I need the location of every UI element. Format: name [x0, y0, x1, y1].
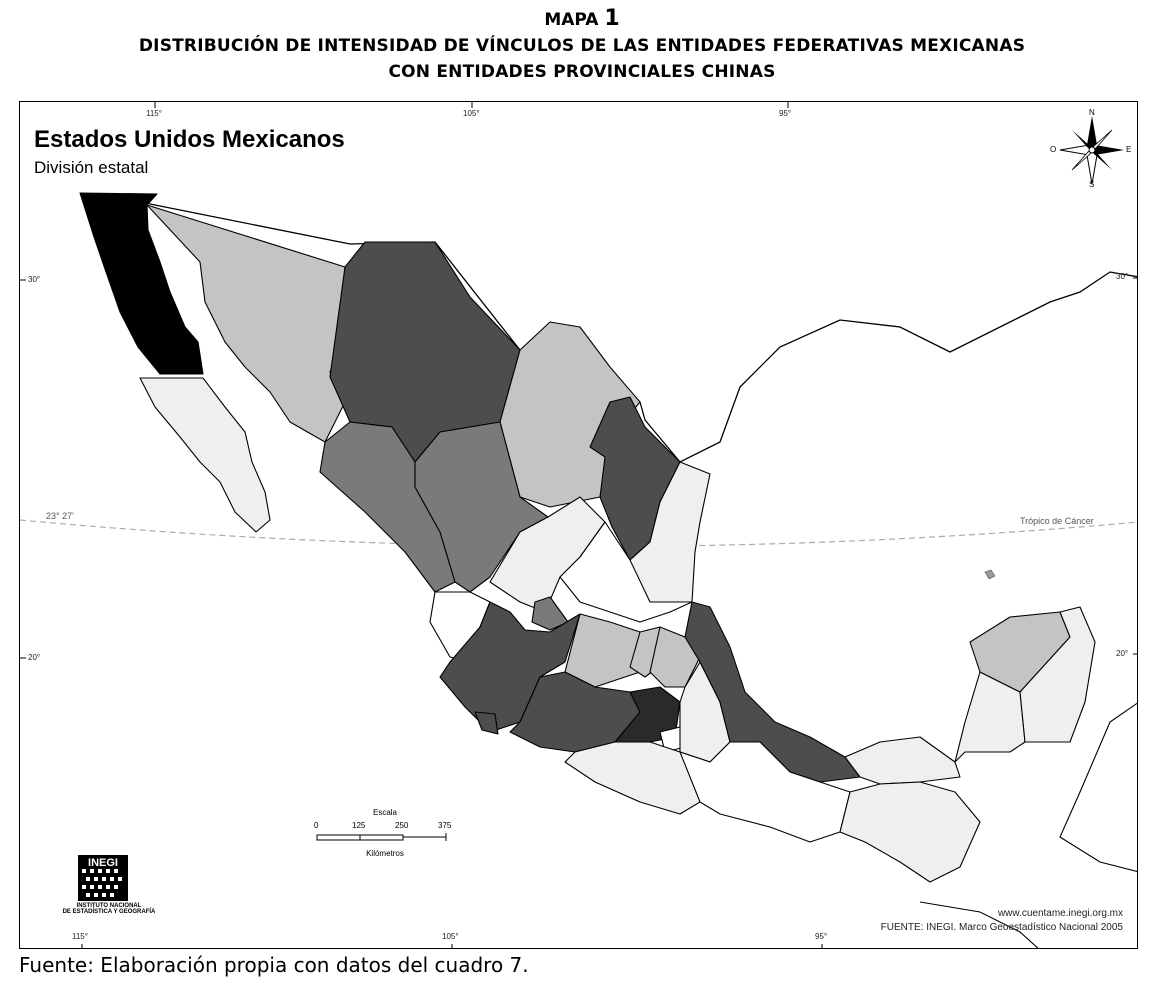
map-credits: www.cuentame.inegi.org.mx FUENTE: INEGI.… — [881, 907, 1123, 935]
tropic-angle-label: 23° 27' — [46, 511, 74, 521]
map-number-line: MAPA 1 — [0, 6, 1164, 33]
state-baja-california — [79, 192, 204, 375]
credits-url: www.cuentame.inegi.org.mx — [997, 908, 1123, 919]
coord-right-20: 20° — [1116, 649, 1129, 658]
state-veracruz — [684, 601, 861, 783]
figure-header: MAPA 1 DISTRIBUCIÓN DE INTENSIDAD DE VÍN… — [0, 6, 1164, 85]
compass-rose-icon — [1059, 116, 1124, 185]
state-chiapas — [839, 781, 981, 883]
coord-top-95: 95° — [779, 109, 792, 118]
map-frame: Estados Unidos Mexicanos División estata… — [19, 101, 1138, 949]
compass-west: O — [1050, 145, 1057, 154]
state-san-luis-potosi — [559, 521, 693, 623]
island — [984, 569, 996, 580]
coord-left-20: 20° — [28, 653, 41, 662]
inegi-acronym: INEGI — [88, 857, 118, 869]
mexico-map — [20, 102, 1137, 948]
state-durango — [414, 421, 549, 593]
map-label: MAPA — [544, 10, 599, 30]
state-tabasco — [844, 736, 961, 785]
map-subtitle: División estatal — [34, 158, 149, 177]
coord-top-105: 105° — [463, 109, 480, 118]
scale-title: Escala — [372, 808, 397, 817]
compass-north: N — [1089, 108, 1095, 117]
scale-tick-labels: 0 125 250 375 — [310, 821, 460, 833]
state-colima — [474, 711, 499, 735]
coord-left-30: 30° — [28, 275, 41, 284]
coord-right-30: 30° — [1116, 272, 1129, 281]
credits-source: FUENTE: INEGI. Marco Geoestadístico Naci… — [880, 922, 1123, 933]
scale-tick-250: 250 — [395, 821, 409, 830]
figure-title-line2: CON ENTIDADES PROVINCIALES CHINAS — [388, 62, 776, 82]
caribbean-coast — [1059, 702, 1137, 873]
inegi-name-line2: DE ESTADÍSTICA Y GEOGRAFÍA — [62, 909, 156, 915]
state-baja-california-sur — [139, 377, 271, 533]
compass-rose: N S E O — [1050, 108, 1132, 194]
map-title: Estados Unidos Mexicanos — [34, 126, 345, 153]
coord-bottom-115: 115° — [72, 932, 88, 941]
central-america-coast — [919, 901, 1039, 948]
scale-bar: Escala 0 125 250 375 Kilómetros — [310, 808, 460, 858]
coord-bottom-105: 105° — [442, 932, 459, 941]
coord-bottom-95: 95° — [815, 932, 828, 941]
state-quintana-roo — [1019, 606, 1096, 743]
tropic-name-label: Trópico de Cáncer — [1020, 516, 1094, 526]
compass-south: S — [1089, 180, 1095, 189]
graticule-ticks — [20, 102, 1137, 948]
scale-tick-125: 125 — [352, 821, 366, 830]
coord-top-115: 115° — [146, 109, 162, 118]
compass-east: E — [1126, 145, 1132, 154]
scale-tick-0: 0 — [314, 821, 319, 830]
scale-unit: Kilómetros — [366, 849, 404, 858]
figure-source-note: Fuente: Elaboración propia con datos del… — [19, 953, 529, 977]
inegi-name-line1: INSTITUTO NACIONAL — [76, 903, 142, 909]
map-number: 1 — [604, 6, 620, 31]
scale-tick-375: 375 — [438, 821, 452, 830]
scale-bar-graphic — [316, 833, 447, 841]
inegi-logo: INEGI INSTITUTO NACIONAL DE ESTADÍSTICA … — [44, 855, 174, 915]
state-jalisco — [439, 601, 581, 733]
figure-title-line1: DISTRIBUCIÓN DE INTENSIDAD DE VÍNCULOS D… — [138, 36, 1026, 56]
inegi-logo-icon: INEGI — [78, 855, 128, 901]
